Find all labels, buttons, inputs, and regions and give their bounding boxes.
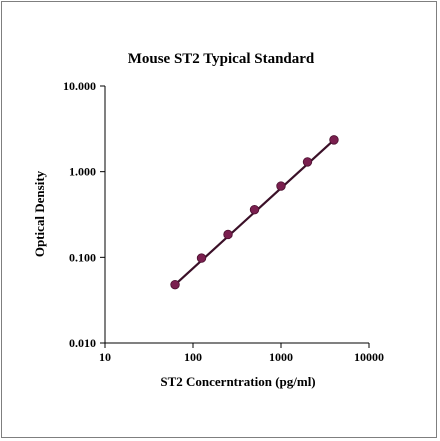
y-ticks: 0.010 0.100 1.000 10.000 bbox=[63, 79, 105, 350]
y-tick-label: 10.000 bbox=[63, 79, 96, 93]
x-tick-label: 100 bbox=[184, 350, 202, 364]
y-axis-label: Optical Density bbox=[32, 170, 47, 257]
y-tick-label: 0.010 bbox=[69, 336, 96, 350]
data-point bbox=[329, 135, 339, 145]
data-point bbox=[302, 157, 313, 167]
data-point bbox=[249, 204, 260, 215]
data-point bbox=[196, 253, 207, 263]
x-tick-label: 1000 bbox=[269, 350, 293, 364]
data-point bbox=[276, 181, 286, 191]
x-ticks: 10 100 1000 10000 bbox=[99, 343, 384, 364]
points bbox=[170, 135, 339, 290]
axes bbox=[104, 86, 369, 344]
x-tick-label: 10000 bbox=[354, 350, 384, 364]
x-axis-label: ST2 Concerntration (pg/ml) bbox=[160, 374, 315, 389]
data-point bbox=[170, 279, 180, 290]
chart-title: Mouse ST2 Typical Standard bbox=[128, 51, 315, 67]
y-tick-label: 0.100 bbox=[69, 250, 96, 264]
y-tick-label: 1.000 bbox=[69, 165, 96, 179]
data-point bbox=[223, 229, 233, 240]
x-tick-label: 10 bbox=[99, 350, 111, 364]
